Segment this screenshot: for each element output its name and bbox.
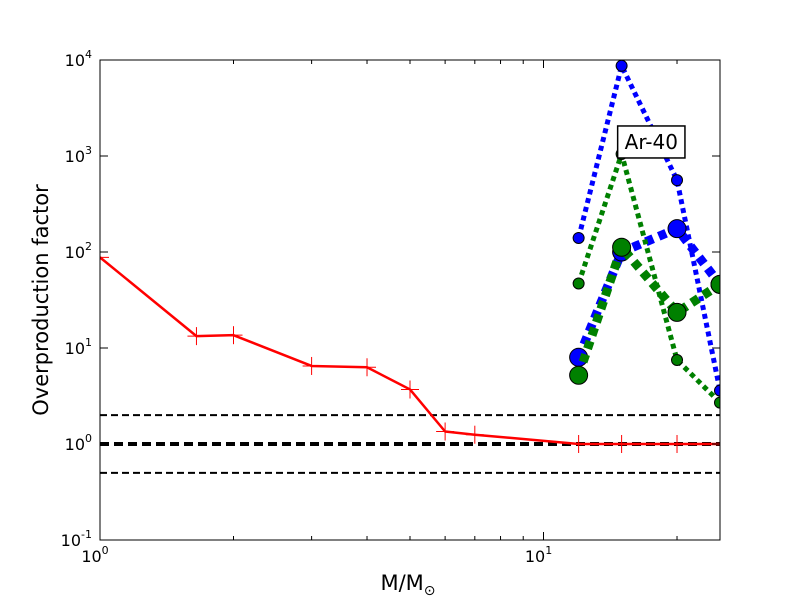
series-0-point-2: [224, 326, 243, 345]
x-tick-label-1: 101: [525, 544, 552, 566]
series-0-point-0: [100, 248, 109, 267]
x-axis-label: M/M⊙: [380, 571, 435, 599]
series-4-point-0: [569, 365, 589, 385]
series-4-point-1: [612, 237, 632, 257]
y-tick-label-2: 101: [65, 336, 92, 358]
series-3-point-2: [671, 353, 684, 366]
series-3-point-3: [714, 396, 720, 409]
series-1-point-1: [615, 60, 628, 72]
series-3-line: [576, 145, 720, 405]
series-4: [569, 237, 720, 385]
series-0-point-4: [358, 358, 377, 377]
series-3-point-0: [572, 277, 585, 290]
y-tick-label-1: 100: [65, 432, 92, 454]
series-0-point-5: [401, 380, 419, 399]
series-0-point-3: [302, 356, 321, 375]
series-0-point-6: [436, 422, 455, 441]
y-tick-label-3: 102: [65, 240, 92, 262]
series-1-point-3: [714, 384, 720, 397]
series-1-point-2: [671, 174, 684, 187]
series-0-point-10: [668, 435, 687, 453]
series-0-point-1: [187, 327, 206, 346]
series-4-point-2: [667, 302, 687, 322]
annotation-label: Ar-40: [625, 130, 678, 154]
series-0-point-8: [569, 435, 588, 453]
series-2-point-2: [667, 219, 687, 239]
x-tick-label-0: 100: [81, 544, 108, 566]
series-3: [572, 145, 720, 409]
series-1-point-0: [572, 231, 585, 244]
series-0-point-9: [612, 435, 631, 453]
series-0-point-7: [465, 425, 484, 444]
series-1: [572, 60, 720, 397]
y-axis-label: Overproduction factor: [29, 184, 53, 416]
annotation-box: Ar-40: [616, 125, 686, 159]
y-tick-label-4: 103: [65, 144, 92, 166]
reference-lines: [100, 414, 720, 474]
y-tick-label-0: 10-1: [61, 528, 92, 550]
series-0: [100, 248, 720, 453]
series-layer: [100, 60, 720, 453]
series-1-line: [576, 60, 720, 392]
series-4-point-3: [710, 274, 720, 294]
solar-symbol: ⊙: [424, 583, 436, 599]
annotation-frame: [616, 125, 686, 159]
y-tick-label-5: 104: [65, 48, 92, 70]
